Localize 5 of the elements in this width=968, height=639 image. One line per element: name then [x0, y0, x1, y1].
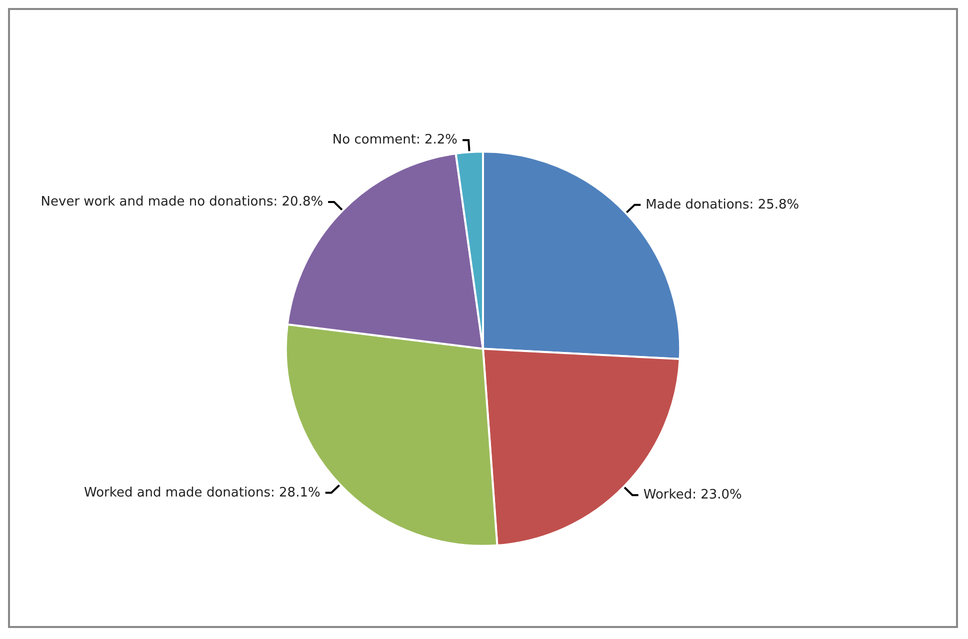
slice-label: No comment: 2.2% [332, 132, 458, 148]
slice-label: Never work and made no donations: 20.8% [40, 194, 324, 210]
slice-label: Made donations: 25.8% [646, 197, 800, 212]
slice-label: Worked and made donations: 28.1% [84, 485, 320, 500]
slice-label: Worked: 23.0% [643, 488, 742, 503]
